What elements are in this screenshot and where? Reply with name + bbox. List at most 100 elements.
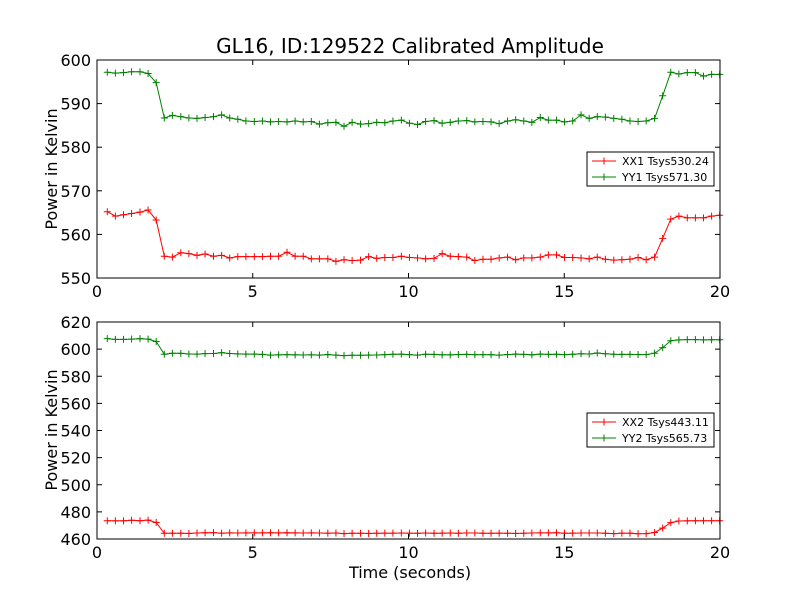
data-point [528, 254, 536, 262]
data-point [552, 529, 560, 537]
data-point [365, 351, 373, 359]
data-point [454, 117, 462, 125]
data-point [332, 351, 340, 359]
data-point [504, 117, 512, 125]
data-point [119, 517, 127, 525]
data-point [307, 351, 315, 359]
data-point [430, 117, 438, 125]
data-point [381, 351, 389, 359]
data-point [471, 351, 479, 359]
legend: XX2 Tsys443.11 YY2 Tsys565.73 [586, 412, 715, 448]
data-point [348, 529, 356, 537]
data-point [299, 118, 307, 126]
data-point [708, 70, 716, 78]
data-point [675, 70, 683, 78]
data-point [577, 529, 585, 537]
data-point [168, 111, 176, 119]
plot-frame [96, 59, 721, 279]
data-point [152, 338, 160, 346]
data-point [585, 114, 593, 122]
data-point [667, 519, 675, 527]
data-point [512, 529, 520, 537]
data-point [634, 530, 642, 538]
data-point [479, 117, 487, 125]
data-point [414, 121, 422, 129]
data-point [577, 111, 585, 119]
data-point [675, 336, 683, 344]
data-point [397, 529, 405, 537]
data-point [389, 254, 397, 262]
y-tick-label: 500 [60, 476, 91, 495]
data-point [103, 208, 111, 216]
data-point [201, 350, 209, 358]
data-point [675, 212, 683, 220]
data-point [593, 349, 601, 357]
data-point [536, 253, 544, 261]
data-point [601, 350, 609, 358]
data-point [422, 529, 430, 537]
data-point [258, 117, 266, 125]
data-point [267, 118, 275, 126]
tick-layer: 0 5 10 15 20 550 560 570 580 590 600 [60, 51, 730, 301]
data-point [185, 250, 193, 258]
data-point [642, 351, 650, 359]
data-point [487, 118, 495, 126]
legend-box [586, 412, 715, 448]
data-point [430, 254, 438, 262]
data-point [446, 118, 454, 126]
data-point [152, 216, 160, 224]
data-point [659, 92, 667, 100]
data-point [569, 350, 577, 358]
data-point [234, 350, 242, 358]
data-point [414, 351, 422, 359]
data-point [601, 529, 609, 537]
data-point [610, 114, 618, 122]
data-point [626, 255, 634, 263]
data-point [218, 251, 226, 259]
data-point [585, 255, 593, 263]
series-line [107, 338, 720, 357]
x-tick-label: 20 [710, 282, 730, 301]
data-point [119, 335, 127, 343]
data-point [691, 69, 699, 77]
data-point [332, 529, 340, 537]
data-point [446, 351, 454, 359]
data-point [152, 518, 160, 526]
data-point [234, 253, 242, 261]
data-point [536, 350, 544, 358]
data-point [512, 350, 520, 358]
data-point [446, 529, 454, 537]
data-point [111, 517, 119, 525]
x-tick-label: 0 [92, 282, 102, 301]
data-point [136, 335, 144, 343]
data-point [520, 350, 528, 358]
data-point [397, 116, 405, 124]
data-point [324, 119, 332, 127]
data-point [601, 255, 609, 263]
y-tick-label: 560 [60, 394, 91, 413]
data-point [307, 529, 315, 537]
data-point [561, 351, 569, 359]
data-point [348, 118, 356, 126]
data-point [168, 529, 176, 537]
data-point [659, 344, 667, 352]
data-point [357, 120, 365, 128]
data-point [495, 254, 503, 262]
data-point [250, 529, 258, 537]
series-layer [103, 68, 724, 265]
data-point [275, 351, 283, 359]
data-point [504, 351, 512, 359]
data-point [512, 256, 520, 264]
data-point [128, 335, 136, 343]
data-point [659, 234, 667, 242]
y-tick-label: 580 [60, 138, 91, 157]
data-point [699, 517, 707, 525]
data-point [520, 117, 528, 125]
data-point [111, 212, 119, 220]
data-point [185, 350, 193, 358]
data-point [601, 113, 609, 121]
data-point [593, 253, 601, 261]
data-point [144, 70, 152, 78]
data-point [544, 529, 552, 537]
data-point [651, 253, 659, 261]
